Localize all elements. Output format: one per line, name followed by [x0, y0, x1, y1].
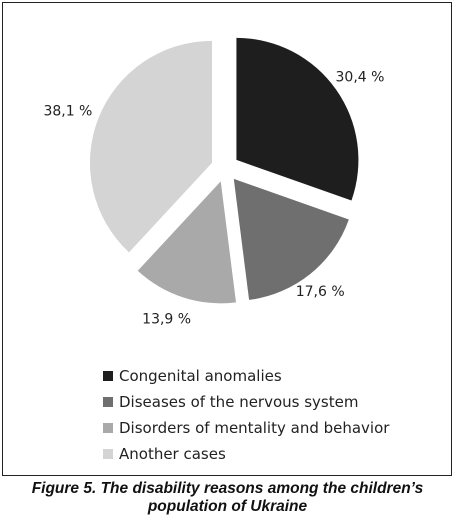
slice-another — [89, 40, 212, 253]
legend-item-congenital: Congenital anomalies — [103, 363, 433, 389]
legend-label: Diseases of the nervous system — [119, 393, 359, 411]
data-label: 30,4 % — [336, 70, 385, 86]
caption-line-2: population of Ukraine — [147, 498, 308, 515]
data-label: 38,1 % — [43, 103, 92, 119]
slice-congenital — [236, 37, 359, 201]
legend-swatch — [103, 397, 113, 407]
legend-label: Disorders of mentality and behavior — [119, 419, 390, 437]
legend-swatch — [103, 371, 113, 381]
legend-label: Congenital anomalies — [119, 367, 282, 385]
legend-swatch — [103, 449, 113, 459]
legend-item-another: Another cases — [103, 441, 433, 467]
slice-mentality — [137, 181, 237, 304]
legend-item-nervous: Diseases of the nervous system — [103, 389, 433, 415]
legend-item-mentality: Disorders of mentality and behavior — [103, 415, 433, 441]
figure-frame: 30,4 % 17,6 % 13,9 % 38,1 % Congenital anom… — [2, 2, 452, 476]
data-label: 17,6 % — [296, 284, 345, 300]
caption-line-1: Figure 5. The disability reasons among t… — [31, 480, 424, 497]
pie-chart: 30,4 % 17,6 % 13,9 % 38,1 % — [43, 37, 385, 327]
slice-nervous — [233, 178, 349, 300]
chart-legend: Congenital anomalies Diseases of the ner… — [103, 363, 433, 467]
data-label: 13,9 % — [142, 311, 191, 327]
legend-label: Another cases — [119, 445, 226, 463]
legend-swatch — [103, 423, 113, 433]
figure-caption: Figure 5. The disability reasons among t… — [0, 480, 455, 516]
